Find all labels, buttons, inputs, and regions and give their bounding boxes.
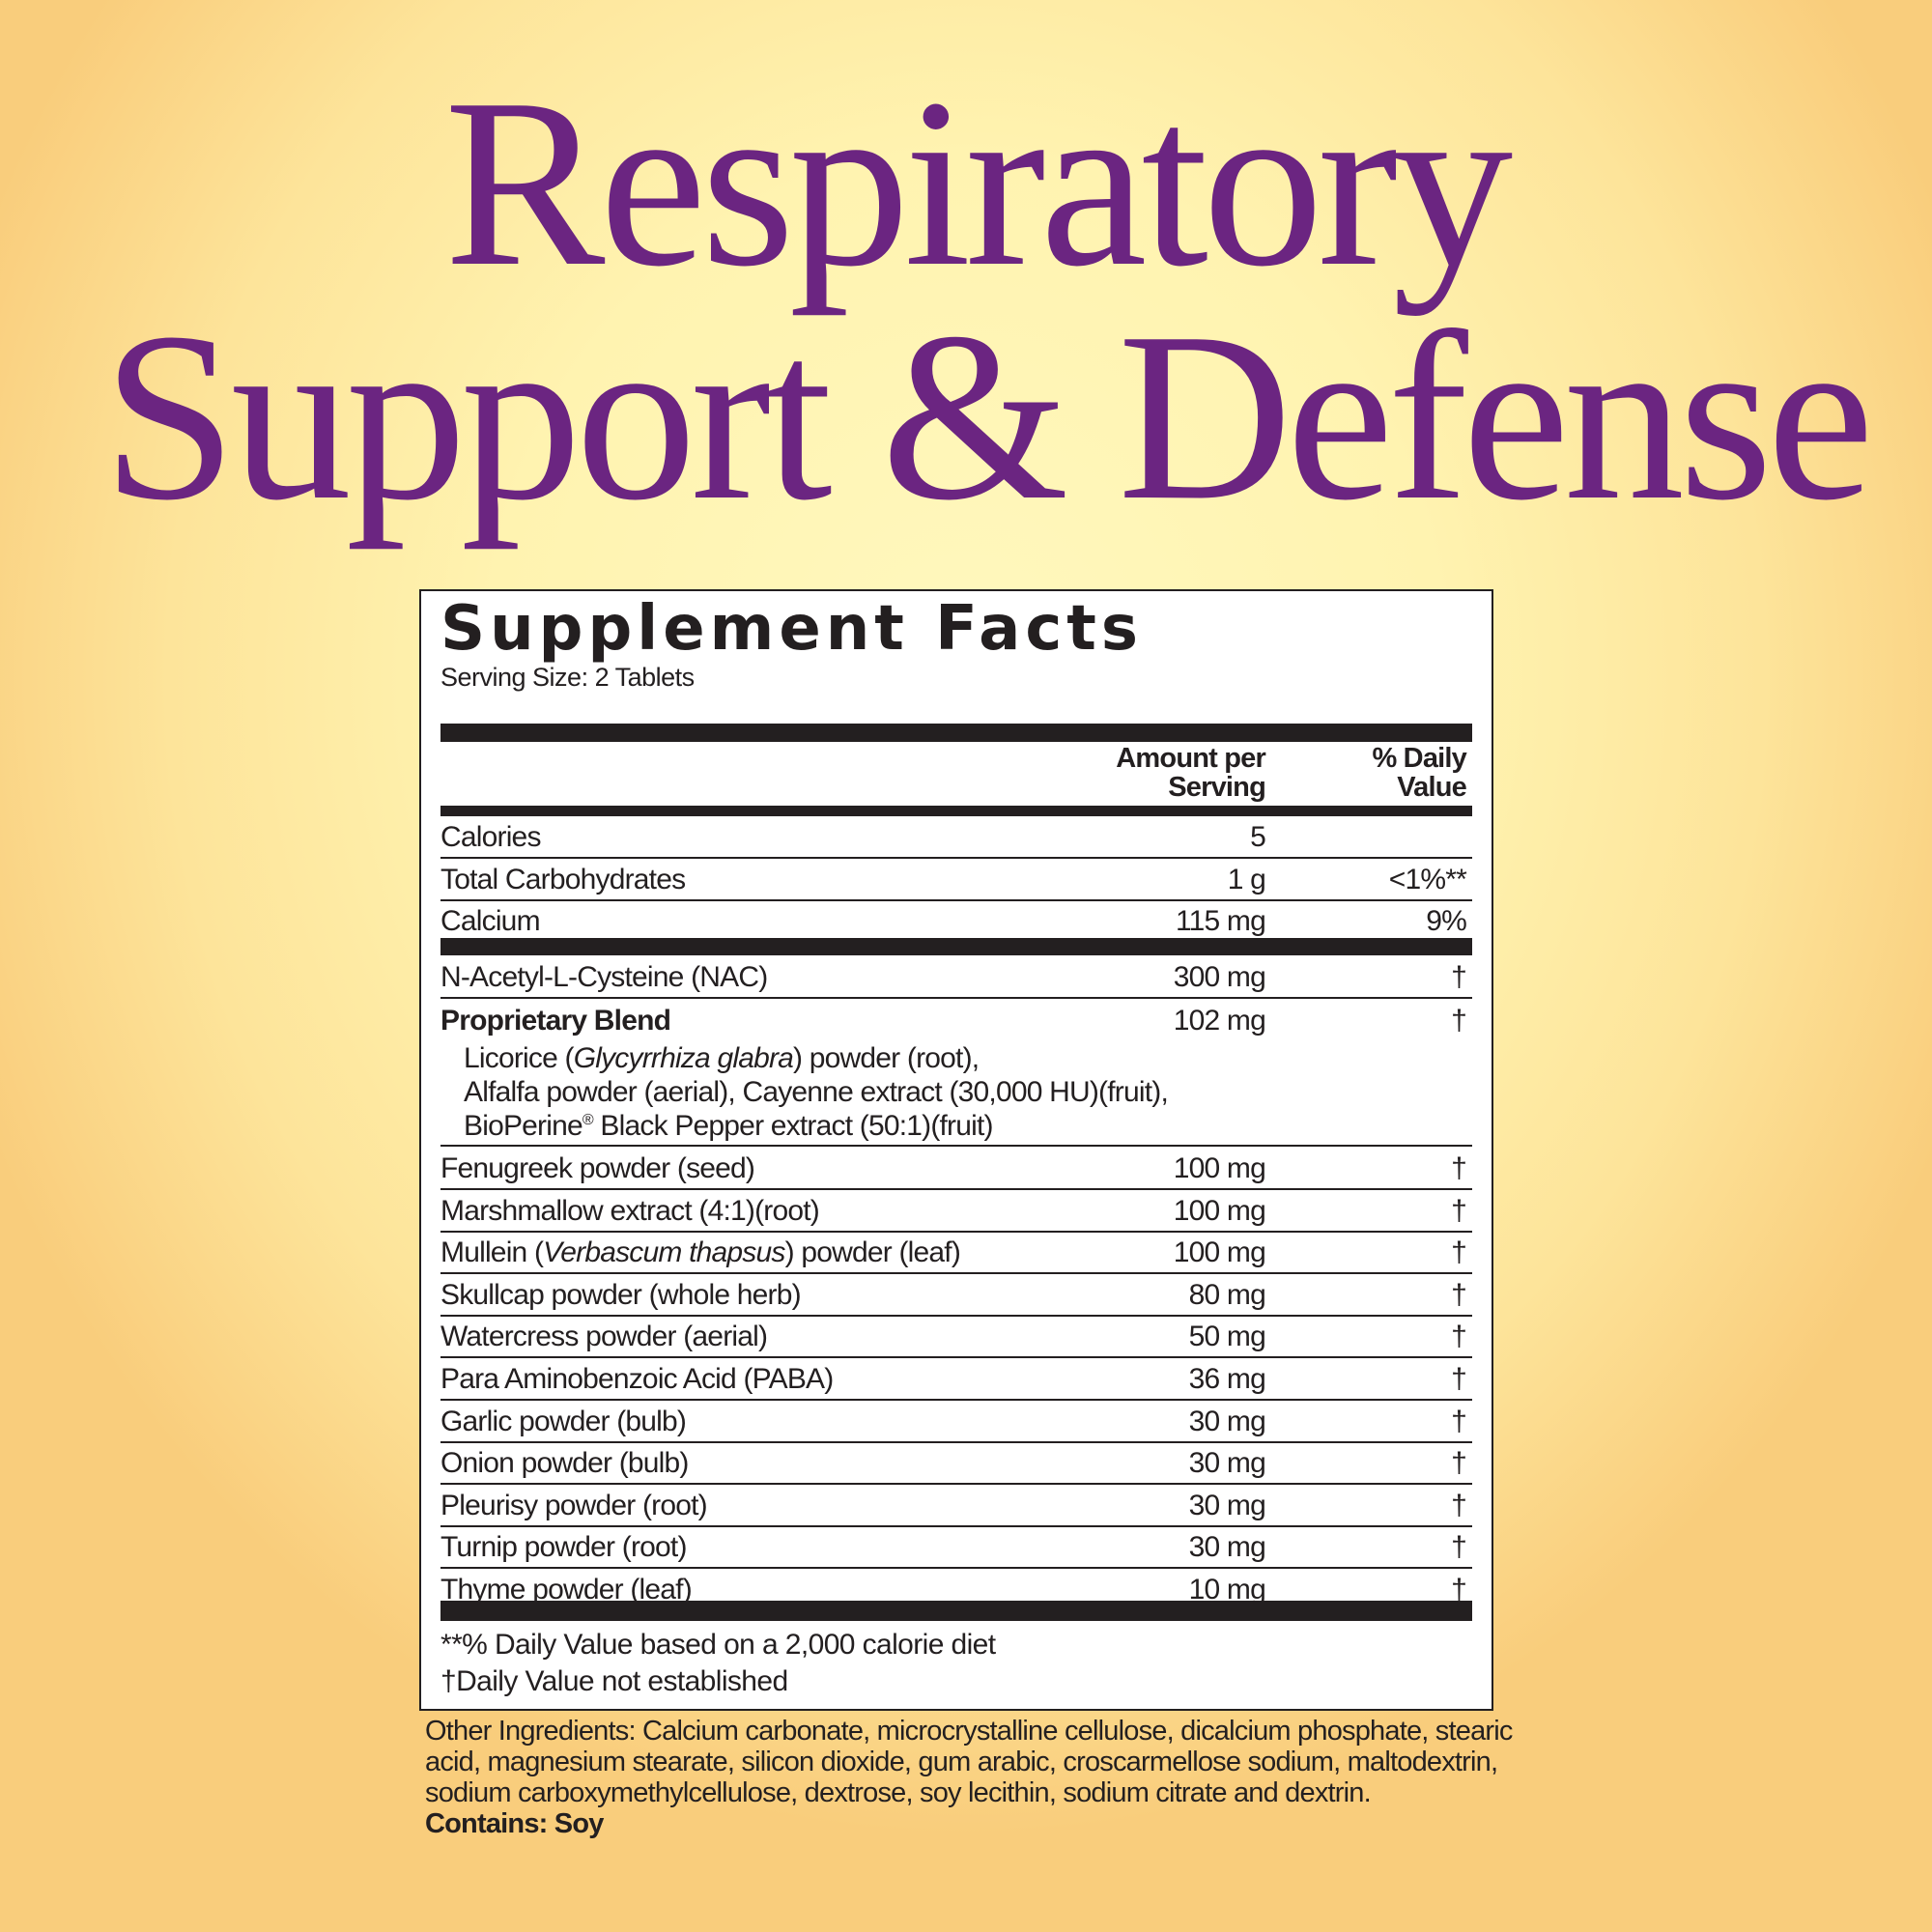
nutrient-amount: 30 mg [1188, 1531, 1266, 1564]
nutrient-dv: <1%** [1388, 863, 1467, 895]
nutrient-dv: † [1451, 1489, 1467, 1521]
nutrient-dv: † [1451, 961, 1467, 993]
text: Black Pepper extract (50:1)(fruit) [592, 1110, 993, 1142]
footnote-daily-value: **% Daily Value based on a 2,000 calorie… [440, 1629, 996, 1661]
nutrient-dv: † [1451, 1363, 1467, 1395]
amount-header: Amount per Serving [1116, 743, 1266, 803]
footnote-not-established: †Daily Value not established [440, 1665, 788, 1697]
nutrient-name: Turnip powder (root) [440, 1531, 687, 1564]
text: Licorice ( [464, 1042, 575, 1074]
table-row: Para Aminobenzoic Acid (PABA) 36 mg † [440, 1359, 1472, 1401]
nutrient-amount: 30 mg [1188, 1405, 1266, 1437]
dv-header-line: Value [1397, 772, 1467, 803]
nutrient-amount: 36 mg [1188, 1363, 1266, 1395]
nutrient-amount: 30 mg [1188, 1447, 1266, 1480]
table-row: Turnip powder (root) 30 mg † [440, 1527, 1472, 1570]
registered-mark: ® [582, 1112, 594, 1128]
table-row: Total Carbohydrates 1 g <1%** [440, 860, 1472, 901]
daily-value-header: % Daily Value [1372, 744, 1466, 802]
blend-ingredients: Licorice (Glycyrrhiza glabra) powder (ro… [440, 1041, 1169, 1143]
nutrient-amount: 50 mg [1188, 1321, 1266, 1353]
dv-header-line: % Daily [1372, 743, 1466, 774]
blend-name: Proprietary Blend [440, 1005, 671, 1037]
nutrient-name: Marshmallow extract (4:1)(root) [440, 1194, 820, 1227]
nutrient-name: Onion powder (bulb) [440, 1447, 689, 1480]
nutrient-amount: 115 mg [1175, 905, 1266, 938]
nutrient-name: Garlic powder (bulb) [440, 1405, 687, 1437]
nutrient-name: Fenugreek powder (seed) [440, 1152, 755, 1184]
divider-bar [440, 806, 1472, 816]
other-ingredients-text: Other Ingredients: Calcium carbonate, mi… [425, 1716, 1513, 1808]
nutrient-dv: † [1451, 1447, 1467, 1480]
nutrient-dv: † [1451, 1321, 1467, 1353]
table-row: Calcium 115 mg 9% [440, 901, 1472, 944]
amount-header-line: Serving [1168, 772, 1266, 803]
blend-line: Alfalfa powder (aerial), Cayenne extract… [464, 1076, 1169, 1108]
nutrient-name: N-Acetyl-L-Cysteine (NAC) [440, 961, 768, 993]
nutrient-name: Thyme powder (leaf) [440, 1574, 693, 1605]
product-title-line-2: Support & Defense [101, 283, 1874, 551]
nutrient-name: Pleurisy powder (root) [440, 1489, 708, 1521]
nutrient-amount: 10 mg [1188, 1574, 1266, 1605]
nutrient-dv: † [1451, 1152, 1467, 1184]
nutrient-dv: † [1451, 1194, 1467, 1227]
table-row: Skullcap powder (whole herb) 80 mg † [440, 1275, 1472, 1317]
table-row: Pleurisy powder (root) 30 mg † [440, 1486, 1472, 1527]
nutrient-dv: † [1451, 1405, 1467, 1437]
supplement-facts-panel: Supplement Facts Serving Size: 2 Tablets… [419, 589, 1493, 1711]
table-row: Mullein (Verbascum thapsus) powder (leaf… [440, 1233, 1472, 1275]
divider-bar [440, 938, 1472, 955]
nutrient-name: Skullcap powder (whole herb) [440, 1278, 802, 1311]
nutrient-dv: † [1451, 1531, 1467, 1564]
divider-bar [440, 724, 1472, 742]
latin-name: Glycyrrhiza glabra [573, 1042, 794, 1074]
nutrient-dv: † [1451, 1278, 1467, 1311]
nutrient-name: Watercress powder (aerial) [440, 1321, 768, 1353]
table-row: Onion powder (bulb) 30 mg † [440, 1443, 1472, 1486]
text: ) powder (root), [793, 1042, 980, 1074]
blend-line: BioPerine® Black Pepper extract (50:1)(f… [440, 1109, 1168, 1143]
nutrient-dv: 9% [1426, 905, 1467, 938]
blend-amount: 102 mg [1173, 1005, 1266, 1037]
product-title-line-1: Respiratory [443, 49, 1513, 317]
table-row: N-Acetyl-L-Cysteine (NAC) 300 mg † [440, 957, 1472, 999]
nutrient-name: Calcium [440, 905, 541, 938]
nutrient-name: Para Aminobenzoic Acid (PABA) [440, 1363, 834, 1395]
blend-dv: † [1451, 1005, 1467, 1037]
divider-bar [440, 1601, 1472, 1621]
nutrient-amount: 30 mg [1188, 1489, 1266, 1521]
text: BioPerine [464, 1110, 583, 1142]
nutrient-amount: 100 mg [1173, 1236, 1266, 1269]
nutrient-amount: 1 g [1227, 863, 1266, 895]
nutrient-dv: † [1451, 1236, 1467, 1269]
nutrient-amount: 80 mg [1188, 1278, 1266, 1311]
nutrient-amount: 300 mg [1173, 961, 1266, 993]
amount-header-line: Amount per [1116, 743, 1266, 774]
table-row: Garlic powder (bulb) 30 mg † [440, 1402, 1472, 1443]
serving-size: Serving Size: 2 Tablets [440, 663, 695, 692]
nutrient-amount: 5 [1250, 821, 1266, 853]
allergen-statement: Contains: Soy [425, 1808, 604, 1839]
table-row: Watercress powder (aerial) 50 mg † [440, 1317, 1472, 1359]
table-row: Calories 5 [440, 817, 1472, 859]
nutrient-name: Total Carbohydrates [440, 863, 686, 895]
proprietary-blend-row: Proprietary Blend 102 mg † Licorice (Gly… [440, 1001, 1472, 1147]
nutrient-amount: 100 mg [1173, 1152, 1266, 1184]
other-ingredients: Other Ingredients: Calcium carbonate, mi… [425, 1716, 1517, 1839]
nutrient-name: Mullein (Verbascum thapsus) powder (leaf… [440, 1236, 961, 1269]
blend-line: Licorice (Glycyrrhiza glabra) powder (ro… [440, 1041, 1168, 1075]
nutrient-amount: 100 mg [1173, 1194, 1266, 1227]
nutrient-name: Calories [440, 821, 541, 853]
table-row: Fenugreek powder (seed) 100 mg † [440, 1149, 1472, 1190]
nutrient-dv: † [1451, 1574, 1467, 1605]
table-row: Marshmallow extract (4:1)(root) 100 mg † [440, 1191, 1472, 1233]
facts-heading: Supplement Facts [440, 593, 1143, 665]
